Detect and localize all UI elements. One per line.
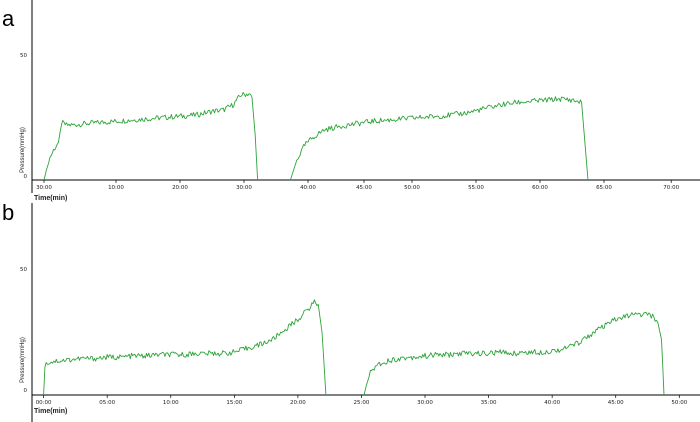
chart-panel-b: b 50 0 Pressure(mmHg) Time(min) 00:00 05:… (2, 200, 700, 422)
x-tick-label-b-10: 50:00 (671, 400, 687, 406)
x-tick-label-a-1: 10:00 (108, 185, 124, 191)
x-tick-label-a-2: 20:00 (172, 185, 188, 191)
pressure-trace-b-1 (363, 311, 665, 396)
y-tick-label-a-0: 0 (24, 174, 28, 180)
x-tick-label-b-3: 15:00 (226, 400, 242, 406)
x-tick-label-a-6: 50:00 (404, 185, 420, 191)
x-tick-label-a-5: 45:00 (356, 185, 372, 191)
pressure-trace-b-0 (43, 299, 327, 396)
x-ticks-b: 00:00 05:00 10:00 15:00 20:00 25:00 30:00 35:00… (36, 395, 688, 406)
x-tick-label-b-8: 40:00 (544, 400, 560, 406)
x-tick-label-b-7: 35:00 (481, 400, 497, 406)
x-axis-label-b: Time(min) (34, 408, 67, 415)
x-tick-label-b-2: 10:00 (163, 400, 179, 406)
x-ticks-a: 30:00 10:00 20:00 30:00 40:00 45:00 50:00 55:00… (36, 180, 680, 191)
x-tick-label-a-8: 60:00 (532, 185, 548, 191)
y-axis-label-a: Pressure(mmHg) (20, 127, 26, 173)
x-tick-label-b-0: 00:00 (36, 400, 52, 406)
chart-panel-a: a 50 0 Pressure(mmHg) Time(min) 30:00 10:… (2, 0, 700, 202)
x-tick-label-b-1: 05:00 (99, 400, 115, 406)
x-tick-label-a-10: 70:00 (663, 185, 679, 191)
y-tick-label-b-50: 50 (20, 267, 27, 273)
series-a (43, 91, 589, 181)
pressure-trace-a-0 (43, 91, 259, 181)
x-tick-label-b-9: 45:00 (608, 400, 624, 406)
x-tick-label-a-9: 65:00 (596, 185, 612, 191)
x-tick-label-b-6: 30:00 (417, 400, 433, 406)
x-tick-label-b-5: 25:00 (354, 400, 370, 406)
y-tick-label-b-0: 0 (24, 388, 28, 394)
x-axis-label-a: Time(min) (34, 195, 67, 202)
pressure-trace-a-1 (289, 96, 589, 181)
x-tick-label-a-0: 30:00 (36, 185, 52, 191)
panel-label-a: a (2, 6, 15, 31)
y-axis-label-b: Pressure(mmHg) (20, 337, 26, 383)
x-tick-label-b-4: 20:00 (290, 400, 306, 406)
x-tick-label-a-7: 55:00 (468, 185, 484, 191)
series-b (43, 299, 665, 396)
x-tick-label-a-3: 30:00 (236, 185, 252, 191)
x-tick-label-a-4: 40:00 (300, 185, 316, 191)
y-tick-label-a-50: 50 (20, 53, 27, 59)
panel-label-b: b (2, 200, 14, 225)
